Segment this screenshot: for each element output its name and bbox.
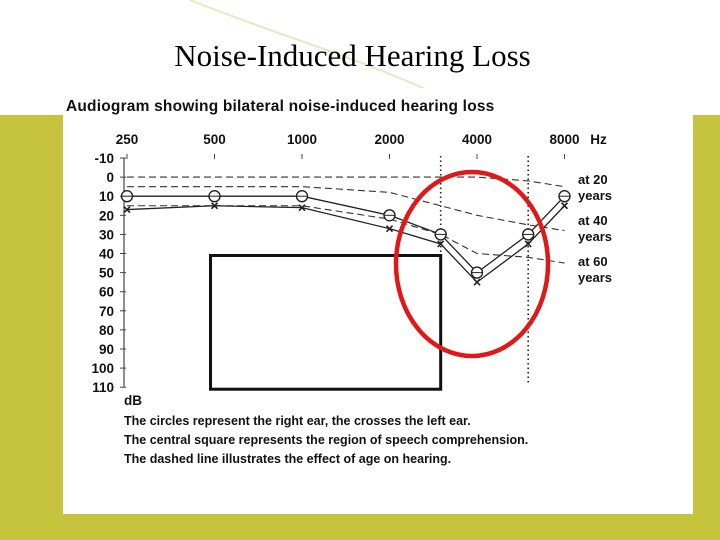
y-tick-label: 10 xyxy=(99,189,114,204)
x-tick-label: 1000 xyxy=(287,132,317,147)
age-curve-label: at 60 xyxy=(578,254,608,269)
age-curve-label: years xyxy=(578,270,612,285)
y-tick-label: 20 xyxy=(99,208,114,223)
x-tick-label: 2000 xyxy=(374,132,404,147)
slide-title: Noise-Induced Hearing Loss xyxy=(174,38,531,73)
left-ear-point xyxy=(298,204,306,212)
caption-markers: The circles represent the right ear, the… xyxy=(124,414,471,428)
highlight-ellipse xyxy=(393,169,551,359)
left-ear-line xyxy=(126,205,565,284)
y-tick-label: 80 xyxy=(99,323,114,338)
left-ear-point xyxy=(560,202,569,210)
left-ear-point xyxy=(524,240,532,248)
caption-speech-region: The central square represents the region… xyxy=(124,433,529,447)
age-curve-line xyxy=(127,186,565,232)
chart-title: Audiogram showing bilateral noise-induce… xyxy=(66,98,495,115)
age-curve-line xyxy=(127,176,565,188)
age-curve-label: years xyxy=(578,188,612,203)
x-tick-label: 8000 xyxy=(549,132,579,147)
age-curve-label: at 40 xyxy=(578,213,608,228)
y-tick-label: 110 xyxy=(92,380,114,395)
x-tick-label: 500 xyxy=(203,132,226,147)
y-tick-label: -10 xyxy=(94,151,114,166)
left-ear-point xyxy=(123,206,131,214)
y-tick-label: 60 xyxy=(99,285,114,300)
right-ear-line xyxy=(127,195,565,274)
audiogram-frame xyxy=(63,88,693,514)
x-tick-label: 250 xyxy=(116,132,139,147)
left-ear-point xyxy=(210,202,219,210)
y-tick-label: 50 xyxy=(99,266,114,281)
y-tick-label: 40 xyxy=(99,247,114,262)
speech-region-box xyxy=(209,254,443,391)
x-unit-label: Hz xyxy=(590,132,607,147)
y-unit-label: dB xyxy=(124,393,142,408)
age-curve-label: at 20 xyxy=(578,172,608,187)
caption-age-curves: The dashed line illustrates the effect o… xyxy=(124,452,452,466)
y-tick-label: 90 xyxy=(99,342,114,357)
y-tick-label: 70 xyxy=(99,304,114,319)
y-tick-label: 0 xyxy=(106,170,114,185)
left-ear-point xyxy=(473,278,481,286)
chart-captions: The circles represent the right ear, the… xyxy=(124,412,528,469)
left-ear-point xyxy=(437,240,445,248)
left-ear-point xyxy=(385,225,394,233)
x-tick-label: 4000 xyxy=(462,132,492,147)
y-tick-label: 100 xyxy=(91,361,114,376)
age-curve-label: years xyxy=(578,229,612,244)
y-tick-label: 30 xyxy=(99,227,114,242)
